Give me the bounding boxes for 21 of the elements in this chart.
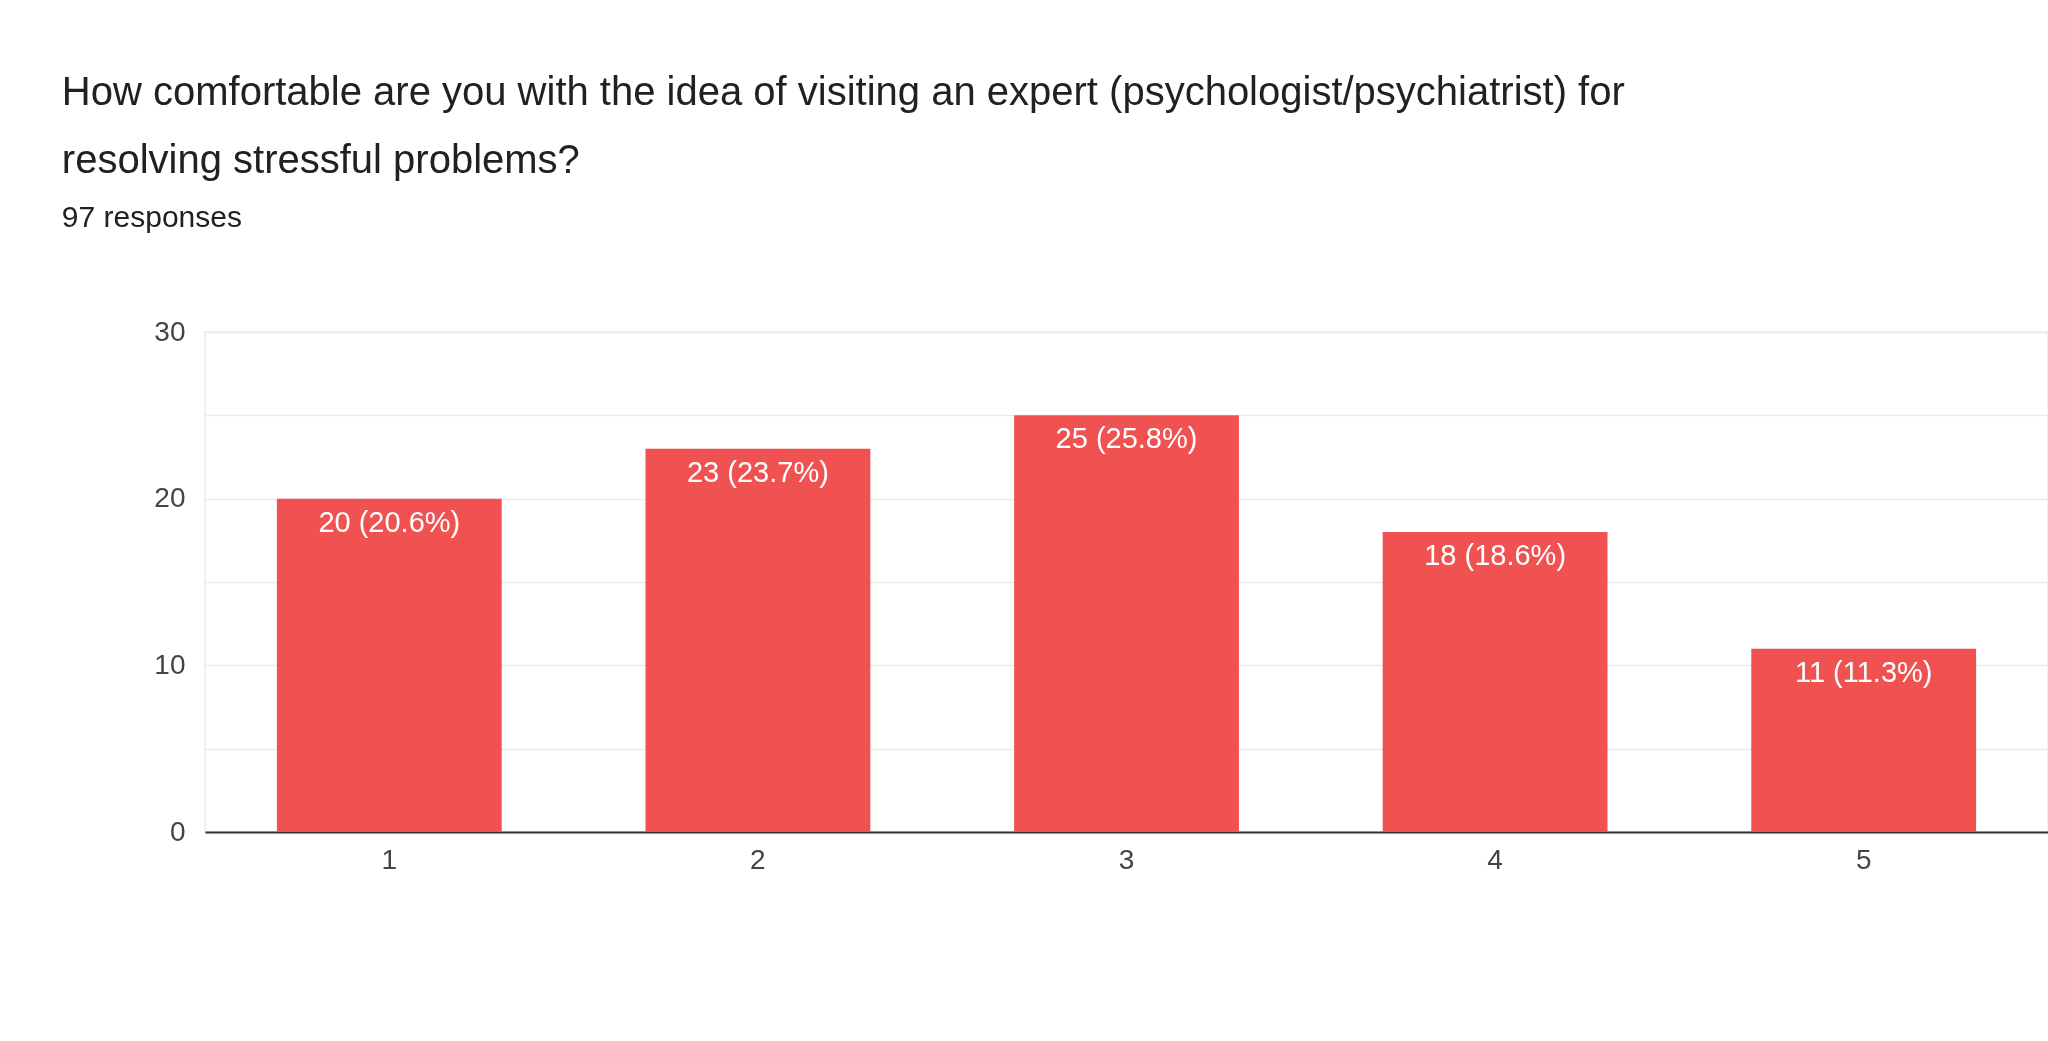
- chart-subtitle: 97 responses: [61, 200, 242, 233]
- data-label: 20 (20.6%): [318, 505, 461, 538]
- data-label: 23 (23.7%): [686, 455, 829, 488]
- y-tick-label: 30: [154, 315, 186, 347]
- y-tick-label: 0: [169, 815, 186, 847]
- bar: [276, 498, 502, 832]
- bar: [1751, 648, 1977, 832]
- x-tick-label: 1: [381, 843, 398, 875]
- bar: [645, 448, 871, 832]
- bar: [1014, 415, 1239, 832]
- data-label: 25 (25.8%): [1055, 422, 1198, 455]
- x-tick-label: 3: [1118, 843, 1135, 875]
- chart-title: How comfortable are you with the idea of visiting an expert (psychologist/psychiatrist) for resolving stressful problems?: [61, 69, 1625, 181]
- data-label: 11 (11.3%): [1794, 655, 1933, 688]
- y-tick-label: 10: [154, 648, 186, 680]
- x-tick-label: 4: [1487, 843, 1503, 875]
- bar: [1382, 532, 1608, 832]
- x-tick-label: 2: [750, 843, 766, 875]
- y-tick-label: 20: [154, 482, 186, 514]
- data-label: 18 (18.6%): [1424, 539, 1567, 571]
- x-tick-label: 5: [1855, 843, 1872, 875]
